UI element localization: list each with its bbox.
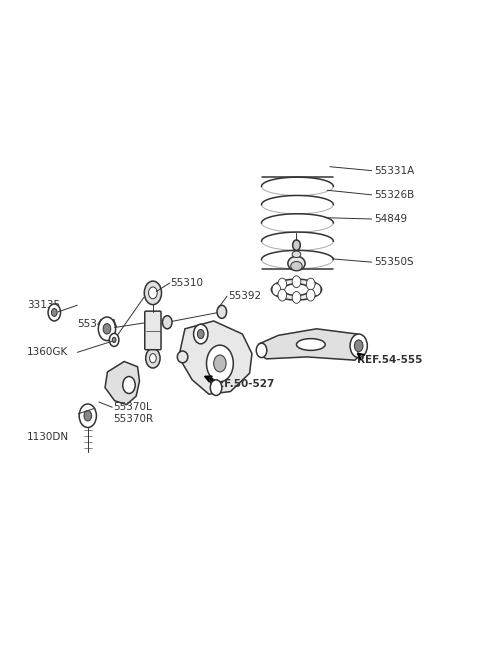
Circle shape	[84, 411, 92, 421]
Circle shape	[98, 317, 116, 341]
Text: 55370R: 55370R	[113, 414, 153, 424]
Circle shape	[162, 316, 172, 329]
Circle shape	[103, 324, 111, 334]
Text: 55310: 55310	[170, 278, 204, 288]
Circle shape	[51, 309, 57, 316]
Circle shape	[149, 287, 157, 299]
Circle shape	[293, 240, 300, 250]
Ellipse shape	[177, 351, 188, 363]
Ellipse shape	[297, 339, 325, 350]
Circle shape	[112, 337, 116, 343]
Circle shape	[48, 304, 60, 321]
Circle shape	[214, 355, 226, 372]
Text: 54849: 54849	[374, 214, 407, 224]
Circle shape	[197, 329, 204, 339]
Text: 55370L: 55370L	[113, 402, 152, 412]
Text: 1130DN: 1130DN	[27, 432, 69, 441]
Ellipse shape	[283, 284, 310, 295]
Polygon shape	[258, 329, 364, 360]
Circle shape	[292, 276, 301, 288]
Circle shape	[123, 377, 135, 394]
Text: 55392: 55392	[228, 291, 261, 301]
Text: 55350S: 55350S	[374, 257, 414, 267]
Text: 1360GK: 1360GK	[27, 347, 68, 358]
Circle shape	[109, 333, 119, 346]
Text: 55347A: 55347A	[77, 318, 118, 329]
Circle shape	[256, 343, 267, 358]
Text: REF.50-527: REF.50-527	[209, 379, 274, 389]
Circle shape	[354, 340, 363, 352]
Polygon shape	[105, 362, 140, 405]
Circle shape	[79, 404, 96, 428]
Polygon shape	[179, 321, 252, 394]
Circle shape	[278, 290, 287, 301]
Circle shape	[150, 354, 156, 363]
Ellipse shape	[288, 256, 305, 271]
Circle shape	[272, 284, 281, 295]
Circle shape	[193, 324, 208, 344]
Ellipse shape	[292, 251, 301, 257]
Circle shape	[206, 345, 233, 382]
Circle shape	[306, 278, 315, 290]
Text: 55331A: 55331A	[374, 166, 414, 176]
FancyBboxPatch shape	[145, 311, 161, 350]
Circle shape	[217, 305, 227, 318]
Circle shape	[350, 334, 367, 358]
Circle shape	[146, 348, 160, 368]
Circle shape	[144, 281, 161, 305]
Circle shape	[306, 290, 315, 301]
Text: 55326B: 55326B	[374, 190, 414, 200]
Circle shape	[312, 284, 321, 295]
Text: REF.54-555: REF.54-555	[357, 355, 422, 365]
Circle shape	[210, 380, 222, 396]
Ellipse shape	[291, 261, 302, 271]
Ellipse shape	[271, 279, 322, 300]
Text: 33135: 33135	[27, 300, 60, 310]
Circle shape	[278, 278, 287, 290]
Circle shape	[292, 291, 301, 303]
